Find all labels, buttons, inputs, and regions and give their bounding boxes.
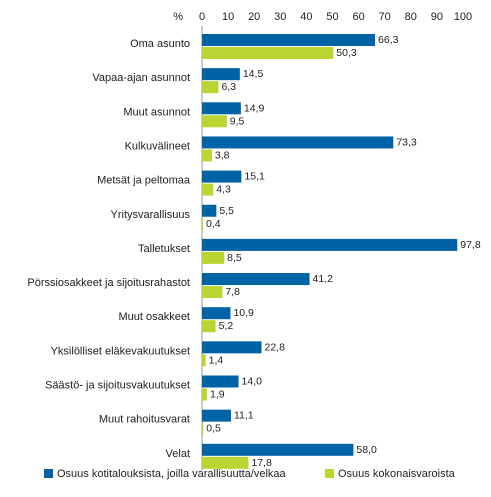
- bar-share-total: [202, 422, 204, 435]
- data-label-households: 15,1: [244, 171, 265, 183]
- bar-share-total: [202, 115, 227, 128]
- category-label: Vapaa-ajan asunnot: [92, 72, 190, 84]
- data-label-households: 41,2: [313, 273, 334, 285]
- bar-households: [202, 341, 262, 354]
- category-label: Muut rahoitusvarat: [99, 414, 190, 426]
- bar-households: [202, 170, 242, 183]
- data-label-households: 58,0: [356, 444, 377, 456]
- bar-households: [202, 443, 354, 456]
- data-label-households: 14,5: [243, 68, 264, 80]
- data-label-share-total: 7,8: [225, 286, 240, 298]
- data-label-share-total: 3,8: [215, 149, 230, 161]
- data-label-households: 5,5: [219, 205, 234, 217]
- bar-households: [202, 102, 241, 115]
- data-label-households: 14,9: [244, 102, 265, 114]
- category-label: Kulkuvälineet: [125, 140, 190, 152]
- bar-households: [202, 68, 240, 81]
- bar-share-total: [202, 81, 219, 94]
- bar-share-total: [202, 183, 214, 196]
- bar-share-total: [202, 320, 216, 333]
- category-label: Säästö- ja sijoitusvakuutukset: [45, 380, 190, 392]
- bar-share-total: [202, 47, 334, 59]
- legend-swatch-share-total: [325, 469, 334, 478]
- legend-label-households: Osuus kotitalouksista, joilla varallisuu…: [57, 468, 287, 480]
- data-label-households: 97,8: [460, 239, 481, 251]
- category-label: Pörssiosakkeet ja sijoitusrahastot: [27, 277, 190, 289]
- data-label-share-total: 4,3: [216, 184, 231, 196]
- category-label: Yksilölliset eläkevakuutukset: [51, 345, 190, 357]
- data-label-households: 73,3: [396, 136, 417, 148]
- data-label-share-total: 1,4: [209, 354, 224, 366]
- data-label-share-total: 17,8: [251, 457, 272, 469]
- x-tick-label: 70: [379, 11, 391, 23]
- data-label-households: 22,8: [265, 341, 286, 353]
- data-label-share-total: 0,4: [206, 218, 221, 230]
- data-label-households: 66,3: [378, 34, 399, 46]
- bar-share-total: [202, 354, 206, 367]
- x-tick-label: 30: [274, 11, 286, 23]
- bar-households: [202, 273, 310, 286]
- bar-share-total: [202, 286, 223, 299]
- data-label-households: 11,1: [234, 410, 254, 422]
- bar-households: [202, 204, 217, 217]
- legend-swatch-households: [44, 469, 53, 478]
- data-label-share-total: 1,9: [210, 389, 225, 401]
- legend-label-share-total: Osuus kokonaisvaroista: [338, 468, 456, 480]
- x-tick-label: 100: [454, 11, 472, 23]
- bar-share-total: [202, 149, 212, 162]
- x-tick-label: 20: [248, 11, 260, 23]
- data-label-households: 10,9: [233, 307, 254, 319]
- bar-share-total: [202, 388, 207, 401]
- bar-households: [202, 34, 376, 46]
- category-label: Yritysvarallisuus: [111, 209, 191, 221]
- bar-households: [202, 375, 239, 388]
- x-tick-label: 10: [222, 11, 234, 23]
- category-label: Metsät ja peltomaa: [97, 175, 191, 187]
- category-label: Velat: [166, 448, 190, 460]
- x-tick-label: 90: [431, 11, 443, 23]
- data-label-households: 14,0: [242, 376, 263, 388]
- bar-share-total: [202, 217, 204, 230]
- x-tick-label: 0: [199, 11, 205, 23]
- x-tick-label: 50: [326, 11, 338, 23]
- bar-households: [202, 238, 458, 251]
- data-label-share-total: 9,5: [230, 115, 245, 127]
- data-label-share-total: 8,5: [227, 252, 242, 264]
- category-label: Talletukset: [138, 243, 190, 255]
- bar-share-total: [202, 456, 249, 469]
- category-label: Muut asunnot: [123, 106, 190, 118]
- x-tick-label: 60: [352, 11, 364, 23]
- x-tick-label: 40: [300, 11, 312, 23]
- bar-households: [202, 409, 231, 422]
- category-label: Oma asunto: [130, 38, 190, 50]
- data-label-share-total: 5,2: [219, 320, 234, 332]
- x-tick-label: 80: [405, 11, 417, 23]
- data-label-share-total: 6,3: [221, 81, 236, 93]
- bar-share-total: [202, 251, 225, 264]
- bar-households: [202, 136, 394, 149]
- data-label-share-total: 50,3: [336, 47, 357, 59]
- axis-unit-label: %: [173, 11, 183, 23]
- bar-households: [202, 307, 231, 320]
- category-label: Muut osakkeet: [118, 311, 190, 323]
- data-label-share-total: 0,5: [206, 423, 221, 435]
